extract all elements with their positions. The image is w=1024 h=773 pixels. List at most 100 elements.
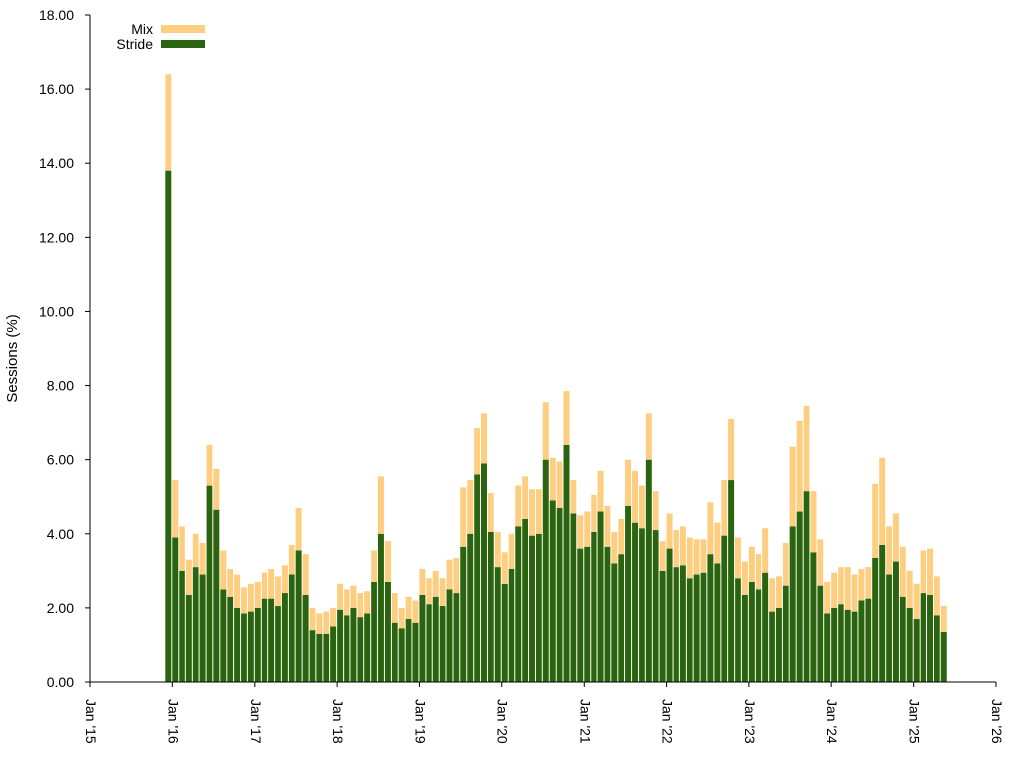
bar-mix-2019-04 bbox=[439, 578, 446, 607]
bar-stride-2017-01 bbox=[254, 607, 261, 682]
bar-stride-2024-03 bbox=[844, 609, 851, 682]
bar-mix-2018-09 bbox=[391, 593, 398, 623]
bar-mix-2023-04 bbox=[769, 578, 775, 612]
bar-stride-2021-05 bbox=[611, 563, 618, 682]
bar-stride-2021-09 bbox=[639, 528, 645, 682]
bar-stride-2021-08 bbox=[632, 522, 639, 682]
bar-mix-2023-10 bbox=[810, 491, 817, 553]
bar-mix-2016-01 bbox=[172, 480, 179, 538]
bar-stride-2019-11 bbox=[487, 531, 494, 682]
bar-stride-2021-04 bbox=[604, 546, 611, 682]
bar-stride-2017-08 bbox=[302, 594, 309, 682]
bar-mix-2021-07 bbox=[625, 459, 632, 506]
bar-mix-2023-06 bbox=[782, 543, 789, 586]
bar-mix-2017-01 bbox=[254, 581, 261, 608]
bar-stride-2017-03 bbox=[268, 598, 275, 683]
bar-stride-2019-06 bbox=[453, 593, 460, 682]
bar-mix-2020-07 bbox=[542, 402, 549, 460]
bar-mix-2021-12 bbox=[659, 541, 666, 571]
x-tick-label: Jan '21 bbox=[577, 699, 593, 744]
bar-stride-2018-03 bbox=[350, 607, 357, 682]
bar-mix-2023-07 bbox=[789, 446, 796, 527]
bar-mix-2021-09 bbox=[639, 485, 645, 529]
bar-stride-2023-09 bbox=[803, 491, 810, 682]
x-tick-label: Jan '24 bbox=[824, 699, 840, 744]
bar-stride-2019-01 bbox=[419, 594, 426, 682]
axes-layer: 0.00 2.00 4.00 6.00 8.00 10.00 12.00 14.00 16.00… bbox=[4, 7, 1005, 744]
bar-mix-2019-01 bbox=[419, 568, 426, 595]
bar-mix-2018-03 bbox=[350, 585, 357, 608]
bar-stride-2016-02 bbox=[179, 570, 185, 682]
bar-mix-2025-01 bbox=[913, 583, 920, 619]
bar-stride-2018-04 bbox=[357, 617, 364, 682]
bar-stride-2021-07 bbox=[625, 505, 632, 682]
bar-mix-2016-10 bbox=[234, 574, 241, 608]
bar-mix-2017-02 bbox=[261, 572, 268, 599]
bar-stride-2020-05 bbox=[529, 535, 536, 682]
y-axis-title: Sessions (%) bbox=[4, 314, 21, 402]
bar-mix-2024-10 bbox=[892, 513, 899, 562]
bar-stride-2024-12 bbox=[906, 607, 913, 682]
bar-mix-2022-08 bbox=[714, 522, 721, 564]
x-tick-label: Jan '26 bbox=[989, 699, 1005, 744]
bar-stride-2020-07 bbox=[542, 459, 549, 682]
x-tick-label: Jan '17 bbox=[248, 699, 264, 744]
bar-stride-2019-02 bbox=[426, 604, 432, 682]
bar-stride-2018-07 bbox=[377, 533, 384, 682]
bar-mix-2024-02 bbox=[838, 567, 844, 605]
bar-stride-2019-09 bbox=[474, 474, 480, 682]
bar-stride-2024-02 bbox=[838, 604, 844, 682]
bar-stride-2021-10 bbox=[645, 459, 652, 682]
bar-mix-2023-08 bbox=[796, 420, 803, 512]
bar-stride-2016-06 bbox=[206, 485, 213, 682]
bar-mix-2019-10 bbox=[480, 413, 487, 464]
bar-mix-2019-05 bbox=[446, 559, 453, 590]
bar-stride-2018-02 bbox=[344, 615, 350, 682]
bar-mix-2020-02 bbox=[508, 533, 515, 569]
bar-stride-2018-08 bbox=[384, 581, 391, 682]
bar-stride-2022-06 bbox=[700, 572, 707, 682]
bar-mix-2024-04 bbox=[851, 574, 858, 612]
bar-stride-2017-04 bbox=[275, 606, 281, 682]
bar-mix-2022-02 bbox=[673, 530, 679, 568]
bar-mix-2021-10 bbox=[645, 413, 652, 460]
bar-mix-2017-07 bbox=[295, 507, 302, 551]
bar-mix-2024-07 bbox=[872, 483, 879, 558]
bar-mix-2018-04 bbox=[357, 593, 364, 618]
bar-mix-2025-04 bbox=[933, 576, 940, 616]
bar-mix-2020-12 bbox=[577, 515, 584, 549]
bar-stride-2016-11 bbox=[241, 613, 247, 682]
bar-mix-2017-10 bbox=[316, 613, 323, 634]
bar-mix-2019-11 bbox=[487, 493, 494, 532]
bar-stride-2016-08 bbox=[220, 589, 227, 682]
bar-stride-2020-08 bbox=[549, 500, 556, 682]
bar-mix-2020-11 bbox=[570, 480, 577, 514]
y-tick-label: 6.00 bbox=[47, 452, 74, 468]
bar-mix-2019-07 bbox=[460, 487, 467, 547]
bar-stride-2021-03 bbox=[597, 511, 604, 682]
bar-stride-2016-07 bbox=[213, 509, 220, 682]
bar-mix-2020-03 bbox=[515, 485, 522, 527]
x-tick-label: Jan '20 bbox=[495, 699, 511, 744]
bar-mix-2019-12 bbox=[494, 531, 501, 568]
bar-stride-2018-06 bbox=[371, 581, 377, 682]
bar-stride-2017-06 bbox=[288, 574, 295, 682]
bar-stride-2018-10 bbox=[398, 628, 405, 682]
y-tick-label: 8.00 bbox=[47, 378, 74, 394]
bar-mix-2015-12 bbox=[165, 74, 172, 171]
bar-stride-2017-09 bbox=[309, 630, 316, 682]
bar-mix-2022-03 bbox=[679, 526, 686, 566]
bar-stride-2020-02 bbox=[508, 568, 515, 682]
bar-stride-2021-06 bbox=[618, 554, 625, 682]
bar-stride-2022-01 bbox=[666, 548, 673, 682]
bar-stride-2022-08 bbox=[714, 563, 721, 682]
bar-stride-2019-03 bbox=[432, 596, 439, 682]
legend-label-stride: Stride bbox=[116, 36, 153, 52]
bar-stride-2023-04 bbox=[769, 611, 775, 682]
y-tick-label: 18.00 bbox=[39, 7, 74, 23]
bar-mix-2022-04 bbox=[686, 537, 693, 579]
bar-stride-2017-10 bbox=[316, 633, 323, 682]
bar-stride-2022-07 bbox=[707, 554, 714, 682]
